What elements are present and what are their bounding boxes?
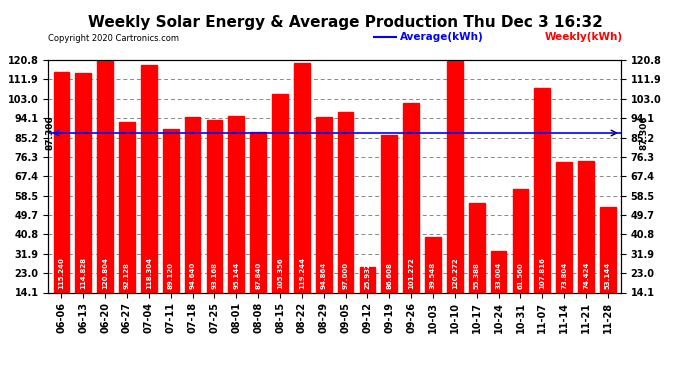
Text: 94.864: 94.864 <box>321 262 327 289</box>
Bar <box>272 94 288 323</box>
Text: 61.560: 61.560 <box>518 262 524 289</box>
Text: 87.306: 87.306 <box>640 116 649 150</box>
Bar <box>228 116 244 323</box>
Bar <box>141 66 157 323</box>
Text: 55.388: 55.388 <box>474 262 480 289</box>
Text: 92.128: 92.128 <box>124 262 130 289</box>
Text: Weekly(kWh): Weekly(kWh) <box>545 32 623 42</box>
Bar <box>556 162 572 323</box>
Bar <box>382 135 397 323</box>
Bar <box>447 61 463 323</box>
Bar <box>294 63 310 323</box>
Text: Weekly Solar Energy & Average Production Thu Dec 3 16:32: Weekly Solar Energy & Average Production… <box>88 15 602 30</box>
Bar <box>425 237 441 323</box>
Bar <box>578 161 594 323</box>
Text: 87.306: 87.306 <box>46 116 55 150</box>
Text: 87.840: 87.840 <box>255 262 261 289</box>
Text: 39.548: 39.548 <box>430 262 436 289</box>
Text: 105.356: 105.356 <box>277 258 283 289</box>
Bar <box>119 123 135 323</box>
Text: 89.120: 89.120 <box>168 262 174 289</box>
Text: 120.272: 120.272 <box>452 258 458 289</box>
Text: 86.608: 86.608 <box>386 262 393 289</box>
Text: 94.640: 94.640 <box>190 262 195 289</box>
Bar <box>513 189 529 323</box>
Bar <box>600 207 615 323</box>
Bar <box>163 129 179 323</box>
Bar <box>97 60 113 323</box>
Text: Average(kWh): Average(kWh) <box>400 32 484 42</box>
Text: Copyright 2020 Cartronics.com: Copyright 2020 Cartronics.com <box>48 34 179 43</box>
Bar <box>359 267 375 323</box>
Bar <box>75 73 91 323</box>
Text: 74.424: 74.424 <box>583 262 589 289</box>
Bar <box>469 202 484 323</box>
Text: 93.168: 93.168 <box>211 262 217 289</box>
Text: 95.144: 95.144 <box>233 262 239 289</box>
Text: 53.144: 53.144 <box>605 262 611 289</box>
Bar <box>491 251 506 323</box>
Text: 115.240: 115.240 <box>59 257 64 289</box>
Text: 25.932: 25.932 <box>364 262 371 289</box>
Bar <box>535 88 550 323</box>
Text: 120.804: 120.804 <box>102 257 108 289</box>
Text: 73.804: 73.804 <box>561 262 567 289</box>
Bar <box>206 120 222 323</box>
Text: 118.304: 118.304 <box>146 257 152 289</box>
Text: 107.816: 107.816 <box>540 257 545 289</box>
Text: 114.828: 114.828 <box>80 257 86 289</box>
Text: 119.244: 119.244 <box>299 257 305 289</box>
Text: 33.004: 33.004 <box>495 262 502 289</box>
Text: 101.272: 101.272 <box>408 258 414 289</box>
Bar <box>250 132 266 323</box>
Bar <box>54 72 69 323</box>
Bar <box>185 117 200 323</box>
Bar <box>403 102 419 323</box>
Text: 97.000: 97.000 <box>342 262 348 289</box>
Bar <box>316 117 332 323</box>
Bar <box>337 112 353 323</box>
